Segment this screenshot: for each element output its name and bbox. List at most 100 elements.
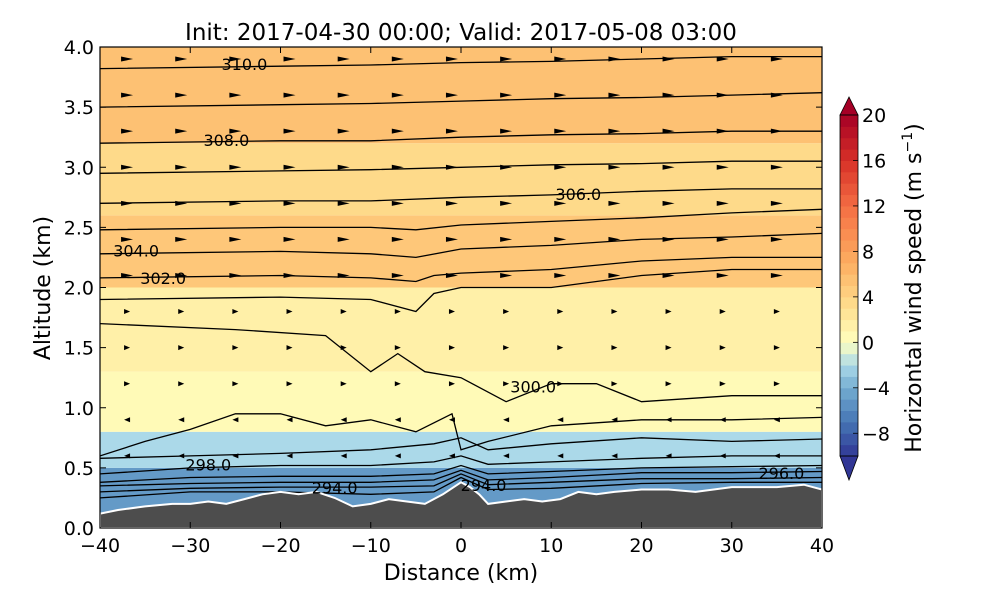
wind-arrow-21 — [557, 417, 564, 423]
wind-arrow-12 — [773, 453, 780, 459]
wind-arrow-76 — [716, 272, 729, 278]
colorbar-segment — [840, 217, 858, 230]
wind-speed-field — [100, 47, 822, 528]
colorbar-tick-label-4: 4 — [862, 287, 874, 309]
wind-arrow-124 — [500, 128, 513, 134]
wind-arrow-110 — [445, 164, 458, 170]
colorbar-label-text: Horizontal wind speed (m s — [902, 152, 927, 452]
colorbar-segment — [840, 399, 858, 412]
wind-arrow-90 — [770, 236, 783, 242]
wind-arrow-22 — [611, 417, 618, 423]
colorbar: 20 16 12 8 4 0 −4 −8 — [839, 96, 890, 482]
wind-arrow-138 — [554, 92, 567, 98]
wind-arrow-2 — [232, 453, 239, 459]
wind-arrow-49 — [665, 345, 672, 351]
wind-arrow-58 — [448, 309, 455, 315]
wind-arrow-78 — [121, 236, 134, 242]
isentrope-line-1 — [100, 473, 822, 493]
wind-arrow-106 — [229, 164, 242, 170]
isentrope-line-12 — [100, 188, 822, 204]
isentrope-line-4 — [100, 455, 822, 475]
wind-band-4 — [100, 215, 822, 288]
wind-arrow-94 — [283, 200, 296, 206]
wind-arrow-84 — [445, 236, 458, 242]
colorbar-segment — [840, 319, 858, 332]
wind-arrow-95 — [337, 200, 350, 206]
colorbar-segment — [840, 433, 858, 446]
wind-arrow-55 — [286, 309, 293, 315]
wind-arrow-73 — [554, 272, 567, 278]
wind-arrow-111 — [500, 164, 513, 170]
wind-arrow-10 — [665, 453, 672, 459]
colorbar-segment — [840, 171, 858, 184]
wind-arrow-130 — [121, 92, 134, 98]
wind-arrow-121 — [337, 128, 350, 134]
wind-arrow-70 — [391, 272, 404, 278]
wind-arrow-105 — [175, 164, 188, 170]
isentrope-label-2: 306.0 — [555, 185, 601, 204]
wind-arrow-123 — [445, 128, 458, 134]
wind-arrow-155 — [770, 56, 783, 62]
y-tick-label-6: 3.0 — [64, 157, 94, 179]
wind-arrow-141 — [716, 92, 729, 98]
colorbar-tick-label-2: 12 — [862, 196, 886, 218]
wind-band-2 — [100, 371, 822, 432]
wind-arrow-39 — [124, 345, 131, 351]
wind-arrow-53 — [178, 309, 185, 315]
wind-arrow-83 — [391, 236, 404, 242]
colorbar-tick-label-5: 0 — [862, 332, 874, 354]
isentrope-line-5 — [100, 437, 822, 459]
wind-arrow-72 — [500, 272, 513, 278]
wind-arrow-147 — [337, 56, 350, 62]
wind-arrow-86 — [554, 236, 567, 242]
isentrope-label-8: 294.0 — [461, 476, 507, 495]
wind-arrow-20 — [503, 417, 510, 423]
wind-arrow-38 — [773, 381, 780, 387]
wind-arrow-89 — [716, 236, 729, 242]
wind-arrow-118 — [175, 128, 188, 134]
wind-arrow-26 — [124, 381, 131, 387]
colorbar-segment — [840, 160, 858, 173]
wind-arrow-101 — [662, 200, 675, 206]
y-tick-label-0: 0.0 — [64, 518, 94, 540]
colorbar-label-exponent: −1 — [900, 132, 916, 153]
x-tick-label-8: 40 — [810, 535, 834, 557]
wind-arrow-136 — [445, 92, 458, 98]
wind-arrow-140 — [662, 92, 675, 98]
wind-arrow-97 — [445, 200, 458, 206]
colorbar-tick-label-6: −4 — [862, 378, 890, 400]
wind-arrow-69 — [337, 272, 350, 278]
x-tick-label-2: −20 — [260, 535, 300, 557]
colorbar-frame — [839, 114, 859, 457]
wind-arrow-3 — [286, 453, 293, 459]
wind-arrow-114 — [662, 164, 675, 170]
y-axis-label: Altitude (km) — [31, 216, 56, 360]
colorbar-segment — [840, 183, 858, 196]
colorbar-segment — [840, 353, 858, 366]
wind-arrow-24 — [719, 417, 726, 423]
colorbar-label-close: ) — [902, 123, 927, 132]
wind-arrow-29 — [286, 381, 293, 387]
wind-arrow-103 — [770, 200, 783, 206]
wind-arrow-35 — [611, 381, 618, 387]
x-tick-label-7: 30 — [720, 535, 744, 557]
y-tick-label-7: 3.5 — [64, 97, 94, 119]
wind-arrow-54 — [232, 309, 239, 315]
colorbar-segment — [840, 149, 858, 161]
wind-arrow-9 — [611, 453, 618, 459]
wind-arrow-132 — [229, 92, 242, 98]
colorbar-segment — [840, 444, 858, 457]
wind-arrow-51 — [773, 345, 780, 351]
wind-arrow-27 — [178, 381, 185, 387]
wind-arrow-36 — [665, 381, 672, 387]
wind-arrow-122 — [391, 128, 404, 134]
wind-arrow-71 — [445, 272, 458, 278]
colorbar-segment — [840, 330, 858, 343]
wind-arrow-67 — [229, 272, 242, 278]
colorbar-segment — [840, 228, 858, 241]
x-tick-label-5: 10 — [539, 535, 563, 557]
wind-arrow-152 — [608, 56, 621, 62]
x-tick-label-0: −40 — [80, 535, 120, 557]
wind-arrow-115 — [716, 164, 729, 170]
wind-arrow-151 — [554, 56, 567, 62]
